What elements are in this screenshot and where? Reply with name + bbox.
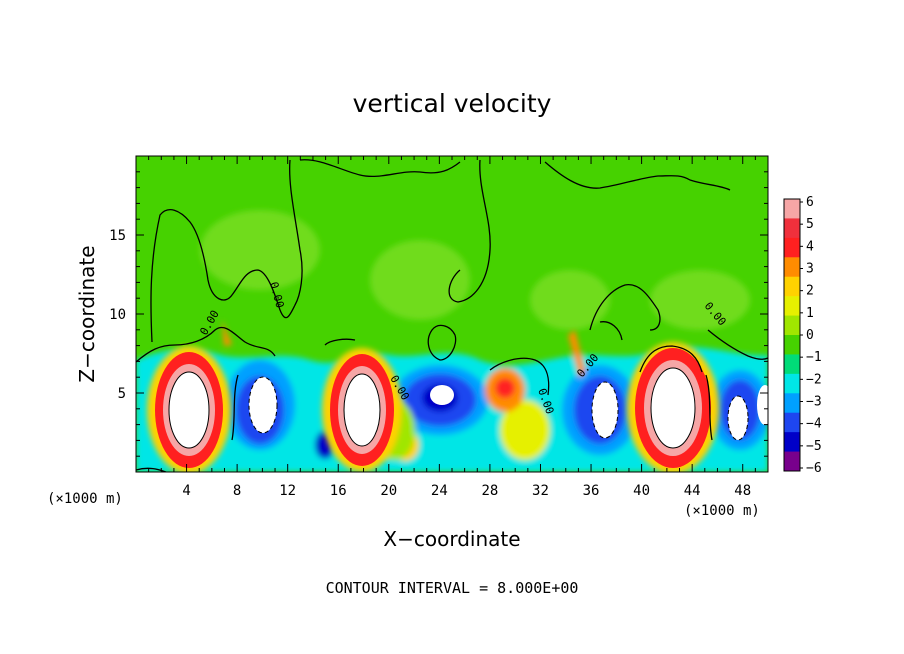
x-axis-label: X−coordinate <box>383 527 520 551</box>
x-tick-label: 48 <box>734 483 751 499</box>
updraft-core-2 <box>322 348 402 472</box>
y-axis-ticks: 5 10 15 <box>109 171 768 457</box>
colorbar-label: −1 <box>806 350 822 365</box>
colorbar-swatch <box>784 451 800 472</box>
colorbar-swatch <box>784 412 800 433</box>
y-tick-label: 15 <box>109 228 126 244</box>
colorbar-swatch <box>784 276 800 297</box>
colorbar-swatch <box>784 296 800 317</box>
colorbar-label: 1 <box>806 306 814 321</box>
footer-contour-interval: CONTOUR INTERVAL = 8.000E+00 <box>326 579 579 597</box>
colorbar-label: 6 <box>806 195 814 210</box>
x-axis-ticks: 4 8 12 16 20 24 28 32 36 40 44 48 <box>148 156 756 499</box>
zero-contours <box>136 159 768 472</box>
colorbar-swatch <box>784 218 800 239</box>
x-tick-label: 36 <box>583 483 600 499</box>
x-tick-label: 40 <box>633 483 650 499</box>
x-tick-label: 28 <box>481 483 498 499</box>
x-tick-label: 20 <box>380 483 397 499</box>
colorbar-swatch <box>784 393 800 414</box>
x-unit-label-right: (×1000 m) <box>684 503 760 519</box>
colorbar: 6 5 4 3 2 1 0 −1 −2 −3 −4 −5 −6 <box>783 195 822 476</box>
colorbar-swatch <box>784 432 800 453</box>
downdraft-cores <box>248 376 768 441</box>
colorbar-label: −3 <box>806 395 822 410</box>
colorbar-label: 5 <box>806 217 814 232</box>
x-tick-label: 8 <box>233 483 241 499</box>
x-tick-label: 12 <box>279 483 296 499</box>
chart-title: vertical velocity <box>353 89 552 118</box>
colorbar-label: 3 <box>806 262 814 277</box>
x-tick-label: 4 <box>182 483 190 499</box>
plot-area: 0.00 0.00 0.00 0.00 0.00 0.00 <box>136 156 768 472</box>
colorbar-label: 0 <box>806 328 814 343</box>
colorbar-label: −2 <box>806 372 822 387</box>
x-tick-label: 32 <box>532 483 549 499</box>
colorbar-swatch <box>784 257 800 278</box>
x-unit-label-left: (×1000 m) <box>47 491 123 507</box>
colorbar-label: −5 <box>806 439 822 454</box>
updraft-core-1 <box>147 346 231 472</box>
colorbar-label: 2 <box>806 284 814 299</box>
colorbar-label: −6 <box>806 461 822 476</box>
y-axis-label: Z−coordinate <box>75 245 99 382</box>
x-tick-label: 16 <box>330 483 347 499</box>
colorbar-swatch <box>784 354 800 375</box>
colorbar-swatch <box>784 315 800 336</box>
x-tick-label: 24 <box>431 483 448 499</box>
colorbar-swatch <box>784 199 800 219</box>
colorbar-swatch <box>784 373 800 394</box>
colorbar-label: −4 <box>806 417 822 432</box>
y-tick-label: 10 <box>109 307 126 323</box>
colorbar-swatch <box>784 237 800 258</box>
colorbar-label: 4 <box>806 239 814 254</box>
y-tick-label: 5 <box>118 386 126 402</box>
colorbar-swatch <box>784 335 800 355</box>
x-tick-label: 44 <box>684 483 701 499</box>
updraft-core-3 <box>627 342 719 472</box>
